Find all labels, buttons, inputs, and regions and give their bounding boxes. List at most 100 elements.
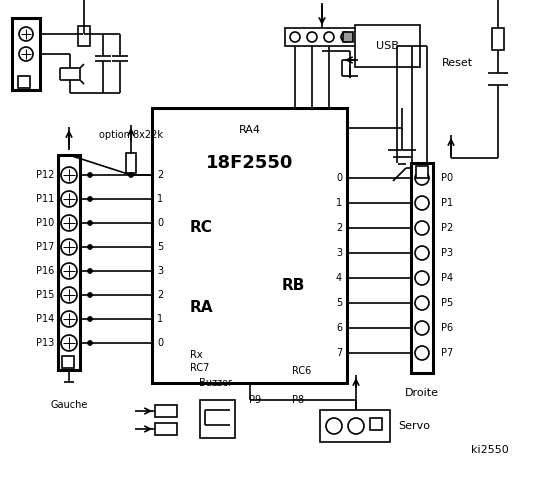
Text: RC: RC [190,220,213,236]
Text: RA: RA [190,300,213,315]
Bar [492,28,504,50]
Circle shape [61,167,77,183]
Text: P7: P7 [441,348,453,358]
Text: 2: 2 [157,290,163,300]
Circle shape [87,172,92,178]
Text: 0: 0 [336,173,342,183]
Text: P15: P15 [35,290,54,300]
Text: P14: P14 [36,314,54,324]
Bar [155,405,177,417]
Bar [62,356,74,368]
Bar [200,400,235,438]
Text: 6: 6 [336,323,342,333]
Text: P6: P6 [441,323,453,333]
Circle shape [415,171,429,185]
Text: 5: 5 [336,298,342,308]
Bar [411,163,433,373]
Text: 3: 3 [336,248,342,258]
Text: 5: 5 [157,242,163,252]
Circle shape [290,32,300,42]
Text: Rx: Rx [190,350,202,360]
Circle shape [19,47,33,61]
Circle shape [61,215,77,231]
Text: P2: P2 [441,223,453,233]
Text: P0: P0 [441,173,453,183]
Text: RC7: RC7 [190,363,210,373]
Text: Buzzer: Buzzer [199,378,232,388]
Circle shape [61,287,77,303]
Text: P3: P3 [441,248,453,258]
Circle shape [87,220,92,226]
Text: 1: 1 [157,194,163,204]
Circle shape [87,268,92,274]
Text: RB: RB [281,278,305,293]
Circle shape [415,196,429,210]
Text: P9: P9 [249,395,261,405]
Text: P4: P4 [441,273,453,283]
Text: Servo: Servo [398,421,430,431]
Circle shape [415,296,429,310]
Text: P17: P17 [35,242,54,252]
Bar [355,25,420,67]
Text: ki2550: ki2550 [471,445,509,455]
Bar [78,26,90,46]
Circle shape [61,263,77,279]
Circle shape [61,191,77,207]
Text: RC6: RC6 [292,366,311,376]
Bar [416,166,428,178]
Circle shape [415,221,429,235]
Text: 1: 1 [336,198,342,208]
Text: 18F2550: 18F2550 [206,154,293,172]
Circle shape [87,316,92,322]
Bar [152,108,347,383]
Circle shape [415,321,429,335]
Circle shape [61,239,77,255]
Bar [58,155,80,370]
Circle shape [87,244,92,250]
Text: P16: P16 [36,266,54,276]
Circle shape [415,346,429,360]
Circle shape [415,246,429,260]
Bar [12,18,40,90]
Circle shape [324,32,334,42]
Text: 1: 1 [157,314,163,324]
Text: 7: 7 [336,348,342,358]
Circle shape [87,292,92,298]
Circle shape [61,335,77,351]
Text: P13: P13 [36,338,54,348]
Text: 3: 3 [157,266,163,276]
Circle shape [128,172,133,178]
Text: 0: 0 [157,338,163,348]
Circle shape [87,196,92,202]
Text: option 8x22k: option 8x22k [99,130,163,140]
Text: Droite: Droite [405,388,439,398]
Bar [18,76,30,88]
Circle shape [348,418,364,434]
Circle shape [307,32,317,42]
Circle shape [19,27,33,41]
Text: 2: 2 [336,223,342,233]
Bar [155,423,177,435]
Bar [285,28,365,46]
Text: USB: USB [376,41,399,51]
Bar [343,32,353,42]
Circle shape [87,340,92,346]
Text: Gauche: Gauche [50,400,88,410]
Circle shape [61,311,77,327]
Text: P11: P11 [36,194,54,204]
Text: P1: P1 [441,198,453,208]
Text: Reset: Reset [442,58,473,68]
Text: P8: P8 [292,395,304,405]
Text: 0: 0 [157,218,163,228]
Bar [370,418,382,430]
Text: RA4: RA4 [238,125,260,135]
Text: P5: P5 [441,298,453,308]
Circle shape [341,32,351,42]
Bar [320,410,390,442]
Text: P10: P10 [36,218,54,228]
Text: 2: 2 [157,170,163,180]
Text: 4: 4 [336,273,342,283]
Circle shape [326,418,342,434]
Text: P12: P12 [35,170,54,180]
Circle shape [415,271,429,285]
